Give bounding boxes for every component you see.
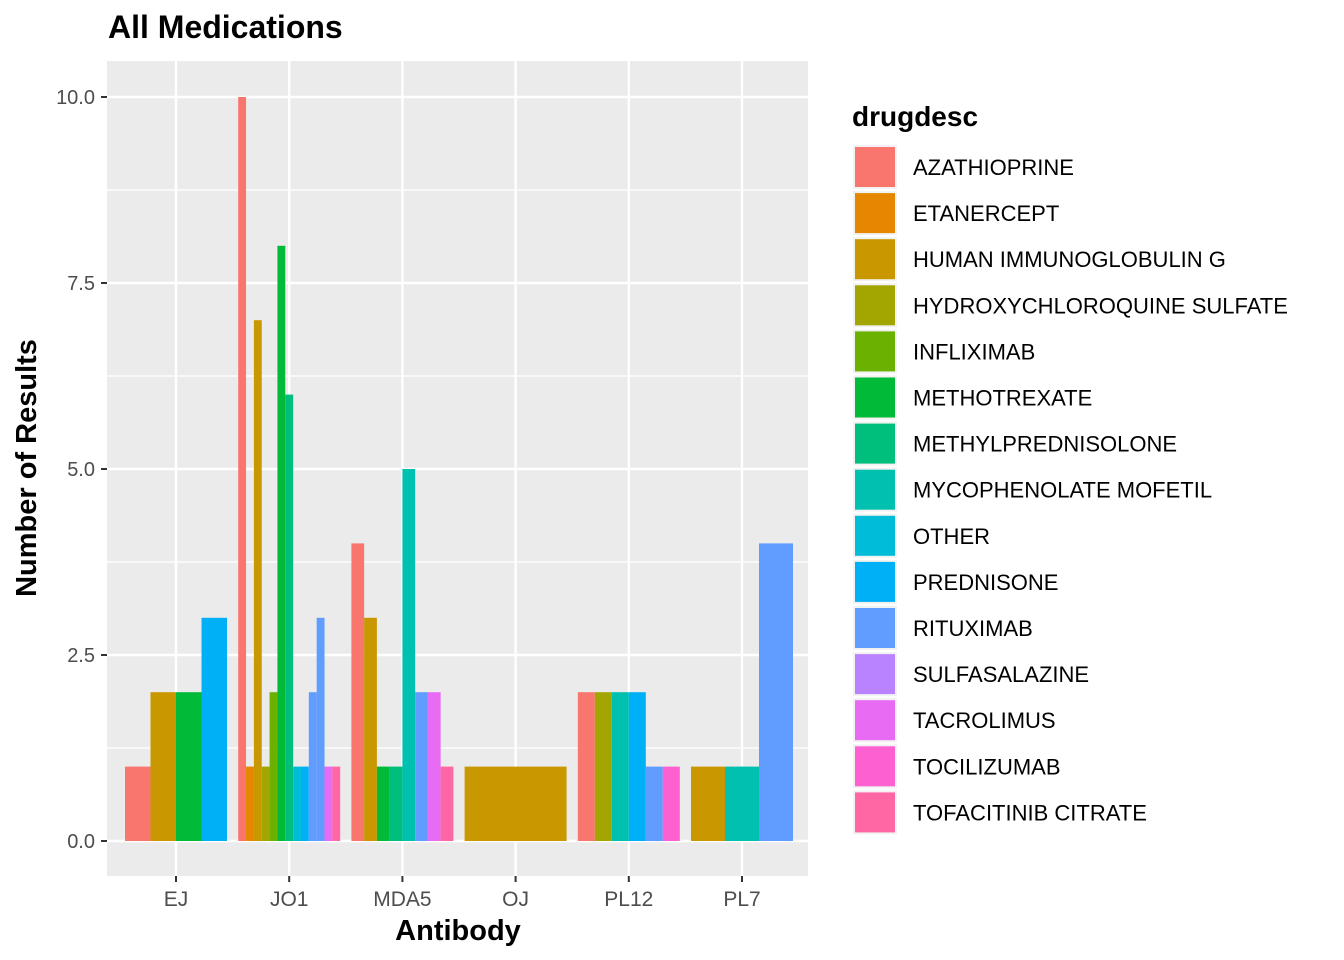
legend-label: METHYLPREDNISOLONE (913, 432, 1177, 457)
legend-swatch (855, 561, 895, 602)
legend-label: ETANERCEPT (913, 201, 1059, 226)
legend-label: INFLIXIMAB (913, 339, 1035, 364)
bar-jo1-azathioprine (238, 97, 247, 841)
bar-pl12-tocilizumab (662, 766, 680, 841)
legend-label: SULFASALAZINE (913, 662, 1089, 687)
legend-swatch (855, 469, 895, 510)
bar-jo1-tofacitinib-citrate (332, 766, 341, 841)
bar-mda5-human-immunoglobulin-g (364, 617, 377, 841)
bar-ej-prednisone (201, 617, 227, 841)
legend-swatch (855, 423, 895, 464)
legend-label: OTHER (913, 524, 990, 549)
bar-jo1-human-immunoglobulin-g (253, 320, 262, 841)
x-axis: EJ JO1 MDA5 OJ PL12 PL7 (164, 876, 761, 911)
bar-mda5-azathioprine (351, 543, 365, 841)
bar-pl12-mycophenolate-mofetil (611, 692, 629, 841)
x-tick-label: PL12 (604, 888, 653, 911)
legend: AZATHIOPRINE ETANERCEPT HUMAN IMMUNOGLOBUL… (853, 145, 1288, 835)
bar-pl7-mycophenolate-mofetil (725, 766, 759, 841)
bar-jo1-methylprednisolone (285, 394, 294, 841)
bar-pl12-hydroxychloroquine-sulfate (594, 692, 612, 841)
legend-swatch (855, 792, 895, 833)
bar-pl12-prednisone (628, 692, 646, 841)
bar-mda5-rituximab (415, 692, 428, 841)
bar-mda5-tofacitinib-citrate (440, 766, 454, 841)
legend-label: TOFACITINIB CITRATE (913, 800, 1147, 825)
bar-ej-methotrexate (176, 692, 202, 841)
bar-mda5-methylprednisolone (389, 766, 403, 841)
bar-oj-human-immunoglobulin-g (464, 766, 567, 841)
y-tick-label: 10.0 (56, 87, 95, 109)
bar-pl12-azathioprine (577, 692, 595, 841)
legend-label: HYDROXYCHLOROQUINE SULFATE (913, 293, 1288, 318)
bar-ej-human-immunoglobulin-g (150, 692, 176, 841)
bars (125, 97, 793, 842)
bar-jo1-tacrolimus (324, 766, 333, 841)
legend-swatch (855, 147, 895, 187)
y-tick-label: 2.5 (67, 645, 95, 667)
bar-jo1-rituximab (316, 617, 325, 841)
bar-jo1-infliximab (269, 692, 278, 841)
legend-swatch (855, 331, 895, 372)
legend-label: AZATHIOPRINE (913, 155, 1074, 180)
bar-pl7-human-immunoglobulin-g (691, 766, 725, 841)
y-axis-label: Number of Results (11, 339, 43, 597)
legend-swatch (855, 746, 895, 787)
chart-title: All Medications (108, 9, 343, 45)
x-axis-label: Antibody (395, 915, 521, 947)
bar-pl7-rituximab (759, 543, 793, 841)
bar-jo1-prednisone (300, 766, 309, 841)
bar-pl12-rituximab (645, 766, 663, 841)
x-tick-label: JO1 (270, 888, 309, 911)
legend-swatch (855, 608, 895, 648)
legend-label: TOCILIZUMAB (913, 754, 1061, 779)
legend-label: PREDNISONE (913, 570, 1058, 595)
legend-swatch (855, 654, 895, 695)
bar-jo1-hydroxychloroquine-sulfate (261, 766, 270, 841)
bar-mda5-methotrexate (376, 766, 390, 841)
bar-jo1-etanercept (246, 766, 254, 841)
y-tick-label: 5.0 (67, 459, 95, 481)
legend-swatch (855, 239, 895, 280)
bar-jo1-other (293, 766, 301, 841)
legend-swatch (855, 377, 895, 418)
legend-label: MYCOPHENOLATE MOFETIL (913, 478, 1212, 503)
x-tick-label: EJ (164, 888, 189, 911)
legend-label: METHOTREXATE (913, 386, 1092, 411)
legend-label: TACROLIMUS (913, 708, 1056, 733)
x-tick-label: OJ (502, 888, 529, 911)
x-tick-label: PL7 (723, 888, 760, 911)
bar-ej-azathioprine (125, 766, 151, 841)
legend-swatch (855, 193, 895, 234)
legend-swatch (855, 700, 895, 741)
y-axis: 0.0 2.5 5.0 7.5 10.0 (56, 87, 107, 853)
y-tick-label: 7.5 (67, 273, 95, 295)
x-tick-label: MDA5 (373, 888, 431, 911)
bar-jo1-methotrexate (277, 245, 286, 842)
bar-mda5-mycophenolate-mofetil (402, 469, 416, 841)
legend-title: drugdesc (852, 101, 978, 132)
y-tick-label: 0.0 (67, 831, 95, 853)
bar-jo1-rituximab (308, 692, 317, 841)
legend-label: RITUXIMAB (913, 616, 1033, 641)
legend-label: HUMAN IMMUNOGLOBULIN G (913, 247, 1226, 272)
bar-mda5-tacrolimus (427, 692, 441, 841)
legend-swatch (855, 515, 895, 556)
legend-swatch (855, 285, 895, 326)
